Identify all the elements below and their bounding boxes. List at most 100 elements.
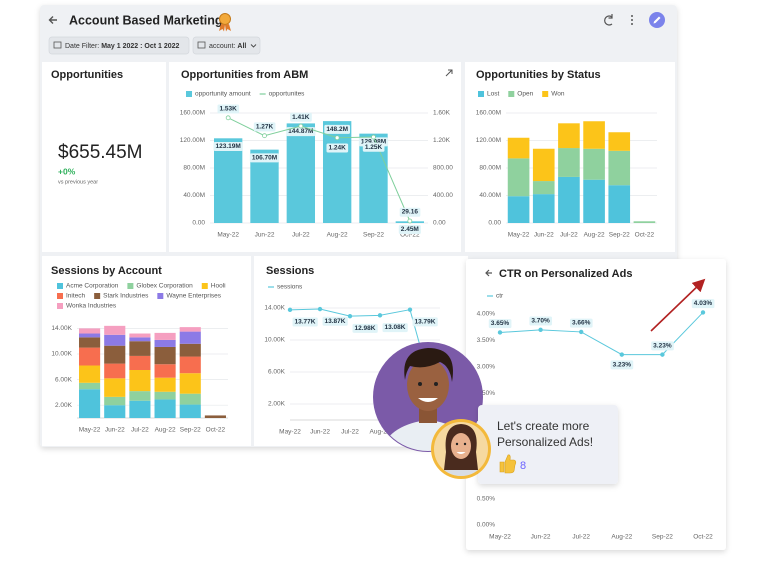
legend-marker bbox=[127, 283, 134, 289]
menu-icon[interactable] bbox=[631, 15, 633, 25]
x-tick-label: Oct-22 bbox=[693, 534, 713, 541]
y2-tick-label: 1.20K bbox=[433, 137, 451, 144]
y-tick-label: 2.00K bbox=[268, 401, 286, 408]
x-tick-label: Aug-22 bbox=[611, 534, 632, 541]
y2-tick-label: 800.00 bbox=[433, 165, 453, 172]
value-label: 1.25K bbox=[365, 144, 383, 151]
value-label: 1.41K bbox=[292, 114, 310, 121]
legend-marker bbox=[508, 91, 515, 97]
x-tick-label: Oct-22 bbox=[400, 232, 420, 239]
edit-button[interactable] bbox=[649, 12, 665, 28]
value-label-bg bbox=[412, 317, 438, 327]
like-icon[interactable] bbox=[499, 454, 517, 474]
value-label: 1.24K bbox=[328, 144, 346, 151]
bar bbox=[213, 138, 243, 223]
value-label-bg bbox=[398, 225, 421, 235]
ctr-card: CTR on Personalized Ads 0.00%0.50%1.00%1… bbox=[466, 259, 726, 550]
y-tick-label: 4.00% bbox=[477, 311, 496, 318]
bar bbox=[179, 393, 201, 405]
bar bbox=[179, 327, 201, 332]
value-label-bg bbox=[249, 153, 280, 163]
bar bbox=[154, 346, 176, 365]
point bbox=[700, 310, 706, 315]
legend-label: Open bbox=[517, 91, 533, 98]
svg-text:Date Filter: May 1 2022 : Oct: Date Filter: May 1 2022 : Oct 1 2022 bbox=[65, 43, 180, 50]
y-tick-label: 40.00M bbox=[479, 192, 501, 199]
value-label-bg bbox=[488, 319, 512, 329]
value-label: 144.87M bbox=[288, 128, 313, 135]
bar bbox=[608, 150, 631, 186]
value-label-bg bbox=[399, 207, 421, 217]
bar bbox=[507, 196, 530, 223]
bar bbox=[633, 221, 656, 223]
kpi-note: vs previous year bbox=[58, 179, 98, 185]
y-tick-label: 80.00M bbox=[479, 165, 501, 172]
like-count: 8 bbox=[520, 460, 526, 472]
bar bbox=[79, 328, 101, 334]
value-label-bg bbox=[610, 360, 634, 370]
back-icon[interactable] bbox=[48, 16, 58, 24]
widget-title: Sessions bbox=[266, 265, 314, 277]
value-label: 13.79K bbox=[415, 318, 436, 325]
bar bbox=[129, 337, 151, 342]
value-label: 3.65% bbox=[491, 320, 510, 327]
value-label: 3.70% bbox=[531, 318, 550, 325]
x-tick-label: Jun-22 bbox=[534, 232, 554, 239]
value-label-bg bbox=[292, 317, 318, 327]
legend-marker bbox=[57, 283, 63, 289]
badge-icon bbox=[219, 13, 231, 32]
bar bbox=[583, 121, 605, 149]
point bbox=[619, 352, 624, 357]
point bbox=[538, 327, 543, 333]
y-tick-label: 0.00 bbox=[192, 220, 205, 227]
y-tick-label: 2.00K bbox=[55, 402, 73, 409]
bar bbox=[507, 158, 530, 197]
x-tick-label: Jun-22 bbox=[105, 427, 125, 434]
back-icon[interactable] bbox=[485, 269, 492, 277]
y-tick-label: 3.00% bbox=[477, 363, 496, 370]
bar bbox=[583, 179, 605, 223]
value-label: 123.19M bbox=[216, 143, 241, 150]
y-tick-label: 0.50% bbox=[477, 495, 496, 502]
value-label: 4.03% bbox=[694, 300, 713, 307]
avatar-woman bbox=[431, 419, 491, 479]
account-filter[interactable]: account: All bbox=[192, 36, 261, 55]
legend-label: Initech bbox=[66, 293, 86, 300]
line bbox=[289, 308, 441, 418]
legend-marker bbox=[542, 91, 549, 97]
value-label: 106.70M bbox=[252, 154, 277, 161]
y-tick-label: 120.00M bbox=[476, 137, 501, 144]
bar bbox=[104, 334, 126, 346]
y-tick-label: 6.00K bbox=[55, 376, 73, 383]
refresh-icon[interactable] bbox=[604, 14, 613, 26]
bar bbox=[154, 377, 176, 392]
legend-label: Wayne Enterprises bbox=[166, 293, 221, 300]
value-label: 29.16 bbox=[402, 209, 419, 216]
legend-label: Wonka Industries bbox=[66, 303, 117, 310]
value-label-bg bbox=[324, 124, 351, 134]
value-label: 1.53K bbox=[219, 106, 237, 113]
bar bbox=[129, 355, 151, 370]
y2-tick-label: 0.00 bbox=[433, 220, 446, 227]
bar bbox=[154, 391, 176, 400]
bar bbox=[129, 333, 151, 338]
expand-icon[interactable] bbox=[445, 69, 453, 77]
filter-value: All bbox=[237, 43, 246, 50]
x-tick-label: Sep-22 bbox=[180, 427, 201, 434]
value-label: 13.87K bbox=[325, 318, 346, 325]
value-label-bg bbox=[362, 142, 385, 152]
bar bbox=[129, 341, 151, 356]
bar bbox=[104, 396, 126, 406]
value-label-bg bbox=[352, 323, 378, 333]
point bbox=[287, 307, 293, 313]
chat-line: Let's create more bbox=[497, 419, 590, 433]
x-tick-label: Jul-22 bbox=[572, 534, 590, 541]
value-label-bg bbox=[529, 316, 553, 326]
legend-label: sessions bbox=[277, 284, 303, 291]
point bbox=[334, 135, 340, 141]
point bbox=[407, 218, 413, 224]
bar bbox=[79, 347, 101, 366]
widget-title: Opportunities by Status bbox=[476, 69, 601, 81]
date-filter[interactable]: Date Filter: May 1 2022 : Oct 1 2022 bbox=[48, 36, 190, 55]
bar bbox=[79, 333, 101, 338]
